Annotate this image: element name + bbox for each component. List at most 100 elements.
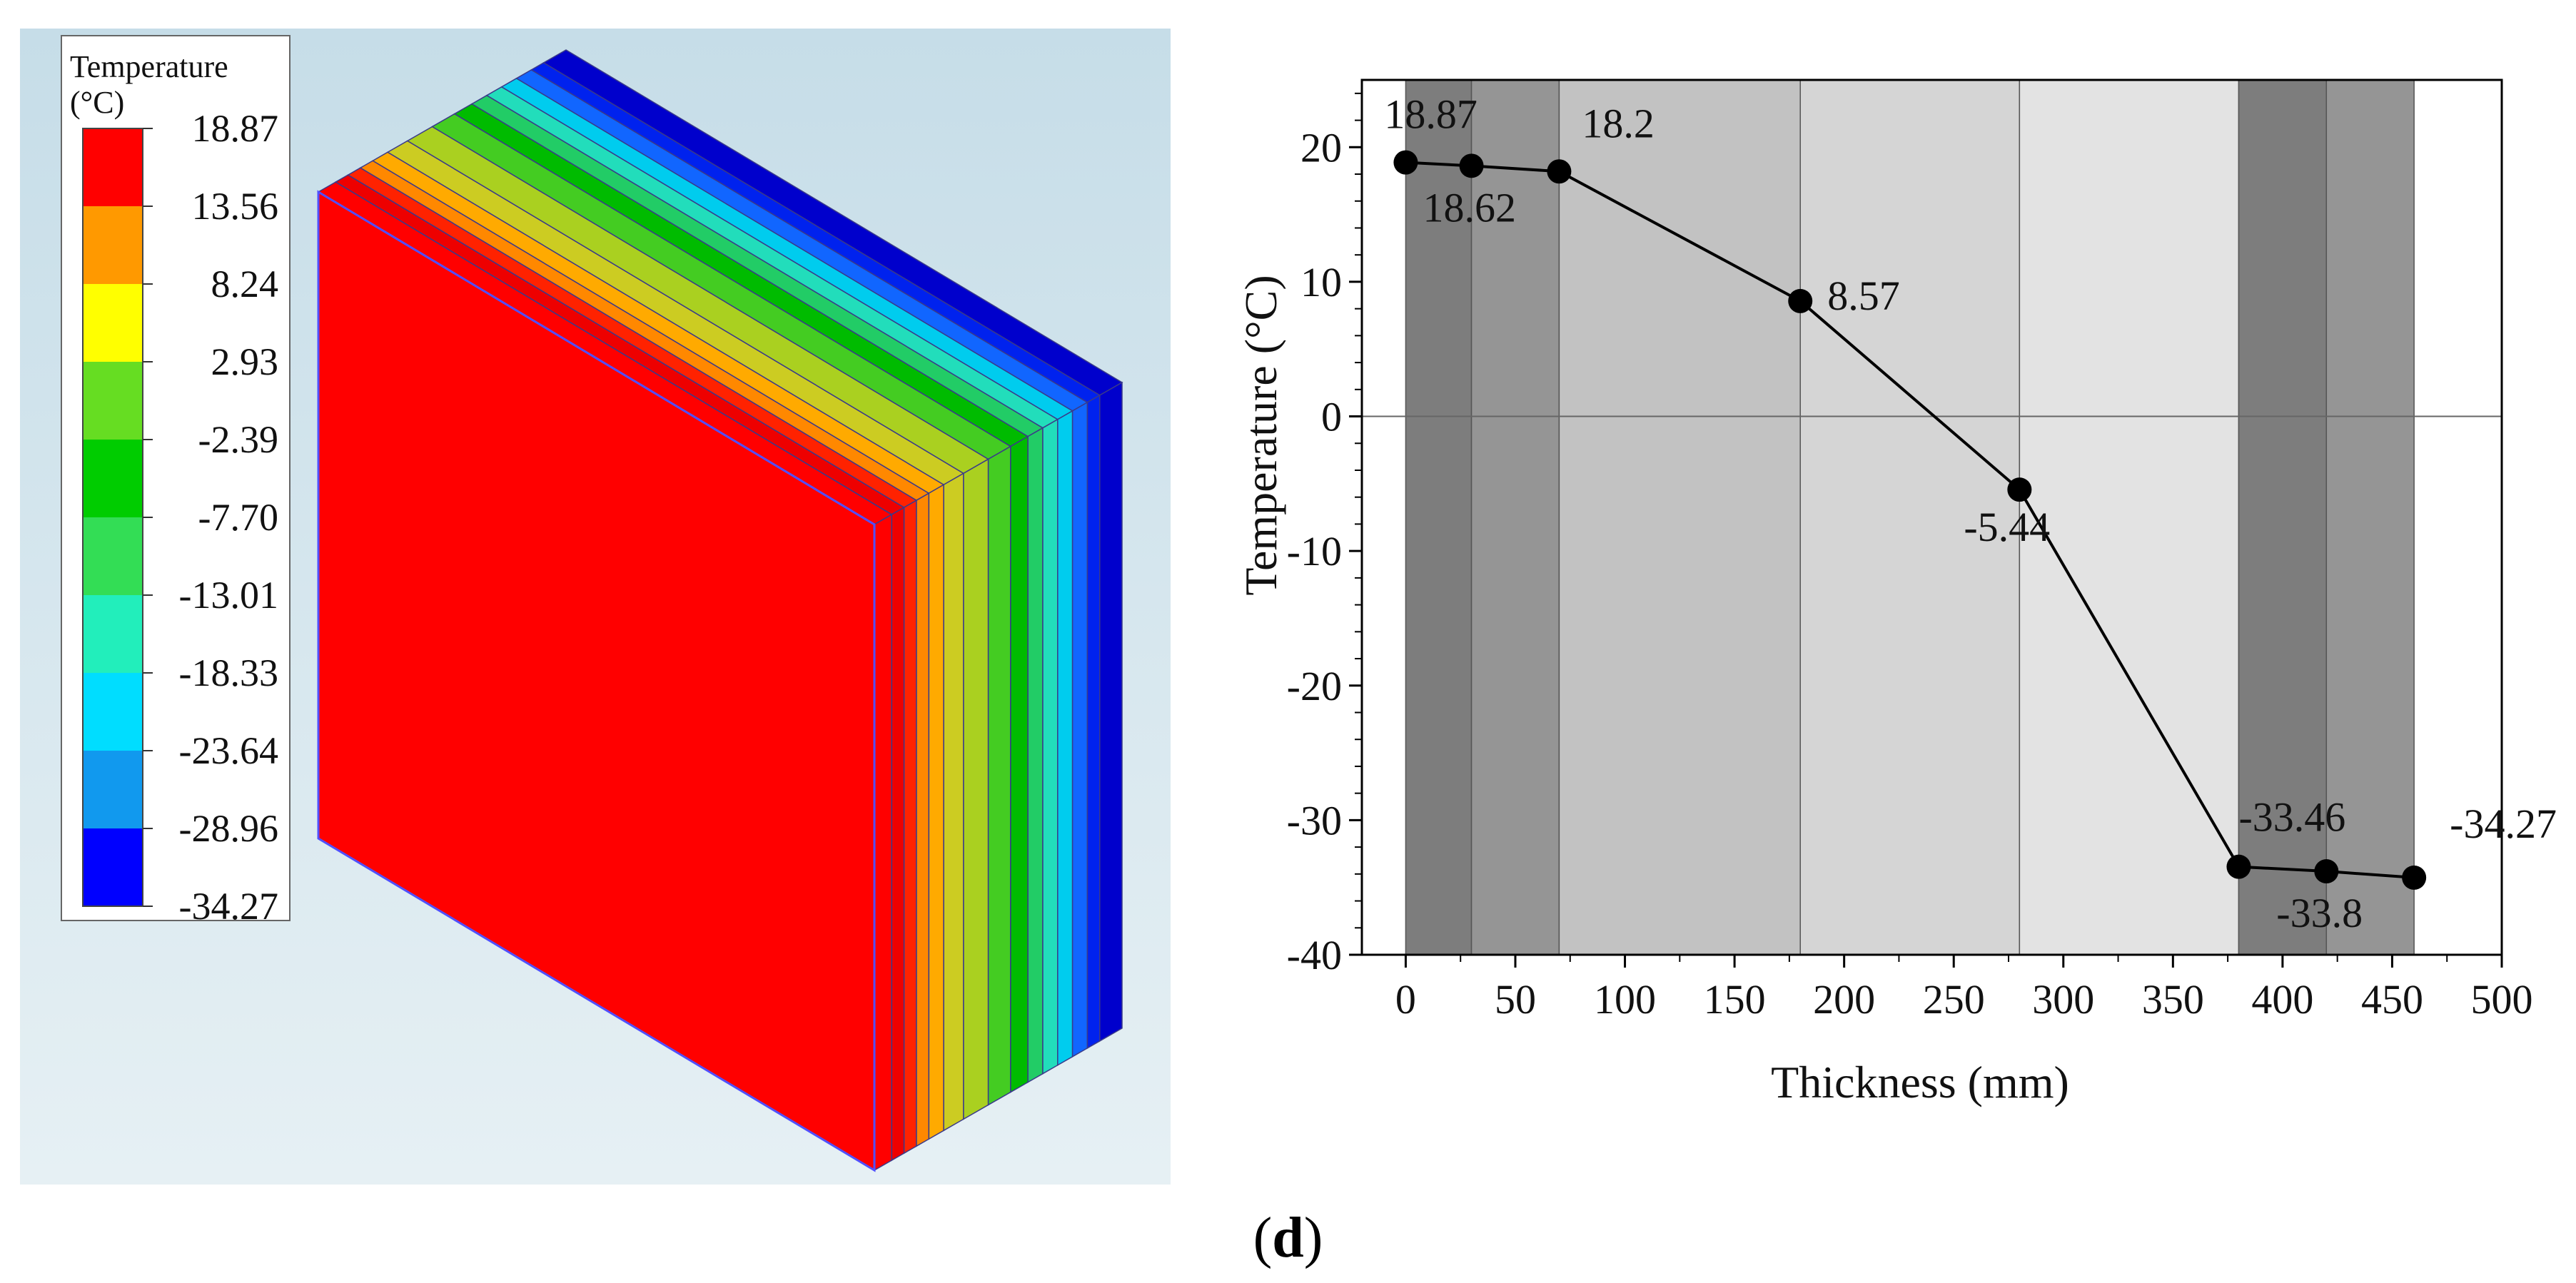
layer-band <box>1558 79 1801 955</box>
side-layer-stripe <box>874 513 893 1172</box>
layer-band <box>2238 79 2328 955</box>
data-label: -33.8 <box>2276 890 2363 936</box>
legend-band <box>83 595 143 673</box>
legend-level-label: 8.24 <box>211 263 279 305</box>
chart-svg: 0 50 100 150 200 250 300 350 400 450 500 -40-30-20… <box>1236 78 2557 1107</box>
y-tick-label: 20 <box>1300 124 1342 171</box>
front-face <box>317 190 876 1172</box>
caption-close: ) <box>1303 1207 1323 1269</box>
side-layer-stripe <box>1086 394 1101 1050</box>
y-tick-label: -20 <box>1287 663 1342 709</box>
legend-level-label: -18.33 <box>179 651 278 694</box>
legend-band <box>83 440 143 517</box>
side-layer-stripe <box>1071 401 1089 1058</box>
data-label: 18.87 <box>1384 91 1478 138</box>
side-face-layers <box>874 381 1123 1172</box>
y-axis-ticks: -40 -30 -20 -10 0 10 20 <box>1287 92 1362 978</box>
x-axis-label: Thickness (mm) <box>1771 1057 2069 1107</box>
y-tick-label: -40 <box>1287 932 1342 978</box>
legend-band <box>83 128 143 206</box>
legend-band <box>83 673 143 751</box>
data-label: -34.27 <box>2450 801 2557 847</box>
x-tick-label: 200 <box>1813 976 1875 1023</box>
legend-level-label: -28.96 <box>179 807 278 850</box>
y-tick-label: 10 <box>1300 259 1342 305</box>
y-tick-label: -30 <box>1287 797 1342 843</box>
y-tick-label: 0 <box>1321 394 1342 440</box>
data-point <box>1788 288 1813 313</box>
x-tick-label: 350 <box>2142 976 2204 1023</box>
figure-caption: (d) <box>0 1206 2576 1271</box>
data-point <box>1393 150 1418 175</box>
caption-open: ( <box>1253 1207 1273 1269</box>
series-line <box>1405 161 2415 879</box>
legend-band <box>83 828 143 906</box>
data-point <box>2226 854 2251 879</box>
data-point <box>1459 153 1484 178</box>
temperature-chart: 0 50 100 150 200 250 300 350 400 450 500 -40 -30 -20… <box>1185 0 2576 1213</box>
legend-band <box>83 362 143 440</box>
x-tick-label: 400 <box>2251 976 2313 1023</box>
x-tick-label: 500 <box>2471 976 2533 1023</box>
temperature-line <box>1405 161 2415 879</box>
side-layer-stripe <box>903 499 917 1155</box>
data-label: 8.57 <box>1827 273 1900 319</box>
x-tick-label: 0 <box>1395 976 1416 1023</box>
side-layer-stripe <box>963 458 989 1120</box>
legend-level-label: 2.93 <box>211 340 279 383</box>
legend-level-label: -2.39 <box>198 418 278 461</box>
layer-band <box>1799 79 2021 955</box>
data-point <box>2402 865 2427 890</box>
simulation-figure: Temperature (°C) 18.87 13.56 8.24 2.93 -2.39… <box>20 29 1171 1185</box>
side-layer-stripe <box>1010 435 1029 1093</box>
legend-level-label: -13.01 <box>179 574 278 617</box>
wall-block <box>317 49 1123 1172</box>
side-layer-stripe <box>943 472 964 1132</box>
side-layer-stripe <box>928 483 944 1140</box>
legend-unit: (°C) <box>70 85 124 120</box>
side-layer-stripe <box>987 445 1011 1106</box>
side-layer-stripe <box>916 492 930 1147</box>
side-layer-stripe <box>1057 410 1074 1067</box>
legend-level-label: -23.64 <box>179 729 278 772</box>
legend-level-labels: 18.87 13.56 8.24 2.93 -2.39 -7.70 -13.01 -18.33… <box>143 107 278 928</box>
y-axis-label: Temperature (°C) <box>1236 275 1286 595</box>
plot-frame <box>1360 78 2503 956</box>
legend-level-label: 18.87 <box>192 107 279 150</box>
data-labels: 18.87 18.62 18.2 8.57 -5.44 -33.46 -33.8 -34.27 <box>1384 91 2557 936</box>
legend-color-bands <box>82 128 143 907</box>
data-label: 18.2 <box>1582 100 1655 146</box>
x-tick-label: 50 <box>1495 976 1536 1023</box>
side-layer-stripe <box>1099 381 1123 1043</box>
data-label: 18.62 <box>1423 184 1517 230</box>
data-label: -33.46 <box>2238 794 2345 841</box>
data-label: -5.44 <box>1964 504 2050 550</box>
side-layer-stripe <box>1027 427 1044 1083</box>
layer-band <box>2325 79 2415 955</box>
legend-band <box>83 206 143 284</box>
x-tick-label: 250 <box>1923 976 1985 1023</box>
side-layer-stripe <box>1042 418 1059 1075</box>
layer-band <box>1405 79 1473 955</box>
data-point <box>2007 477 2032 502</box>
legend-level-label: -7.70 <box>198 496 278 539</box>
legend-band <box>83 284 143 362</box>
legend-level-label: -34.27 <box>179 885 278 928</box>
material-layer-bands <box>1405 79 2415 955</box>
data-point <box>2314 859 2339 884</box>
layer-band <box>2019 79 2240 955</box>
side-layer-stripe <box>891 506 905 1162</box>
legend-level-label: 13.56 <box>192 185 279 228</box>
x-axis-ticks: 0 50 100 150 200 250 300 350 400 450 500 <box>1395 955 2533 1023</box>
legend-band <box>83 751 143 828</box>
x-tick-label: 300 <box>2032 976 2094 1023</box>
x-tick-label: 150 <box>1704 976 1766 1023</box>
x-tick-label: 450 <box>2361 976 2423 1023</box>
simulation-render: Temperature (°C) 18.87 13.56 8.24 2.93 -2.39… <box>20 29 1171 1185</box>
x-tick-label: 100 <box>1594 976 1656 1023</box>
color-legend: Temperature (°C) 18.87 13.56 8.24 2.93 -2.39… <box>61 35 291 928</box>
series-points <box>1393 150 2427 890</box>
legend-title: Temperature <box>70 49 228 84</box>
caption-letter: d <box>1272 1207 1304 1269</box>
data-point <box>1547 159 1572 184</box>
